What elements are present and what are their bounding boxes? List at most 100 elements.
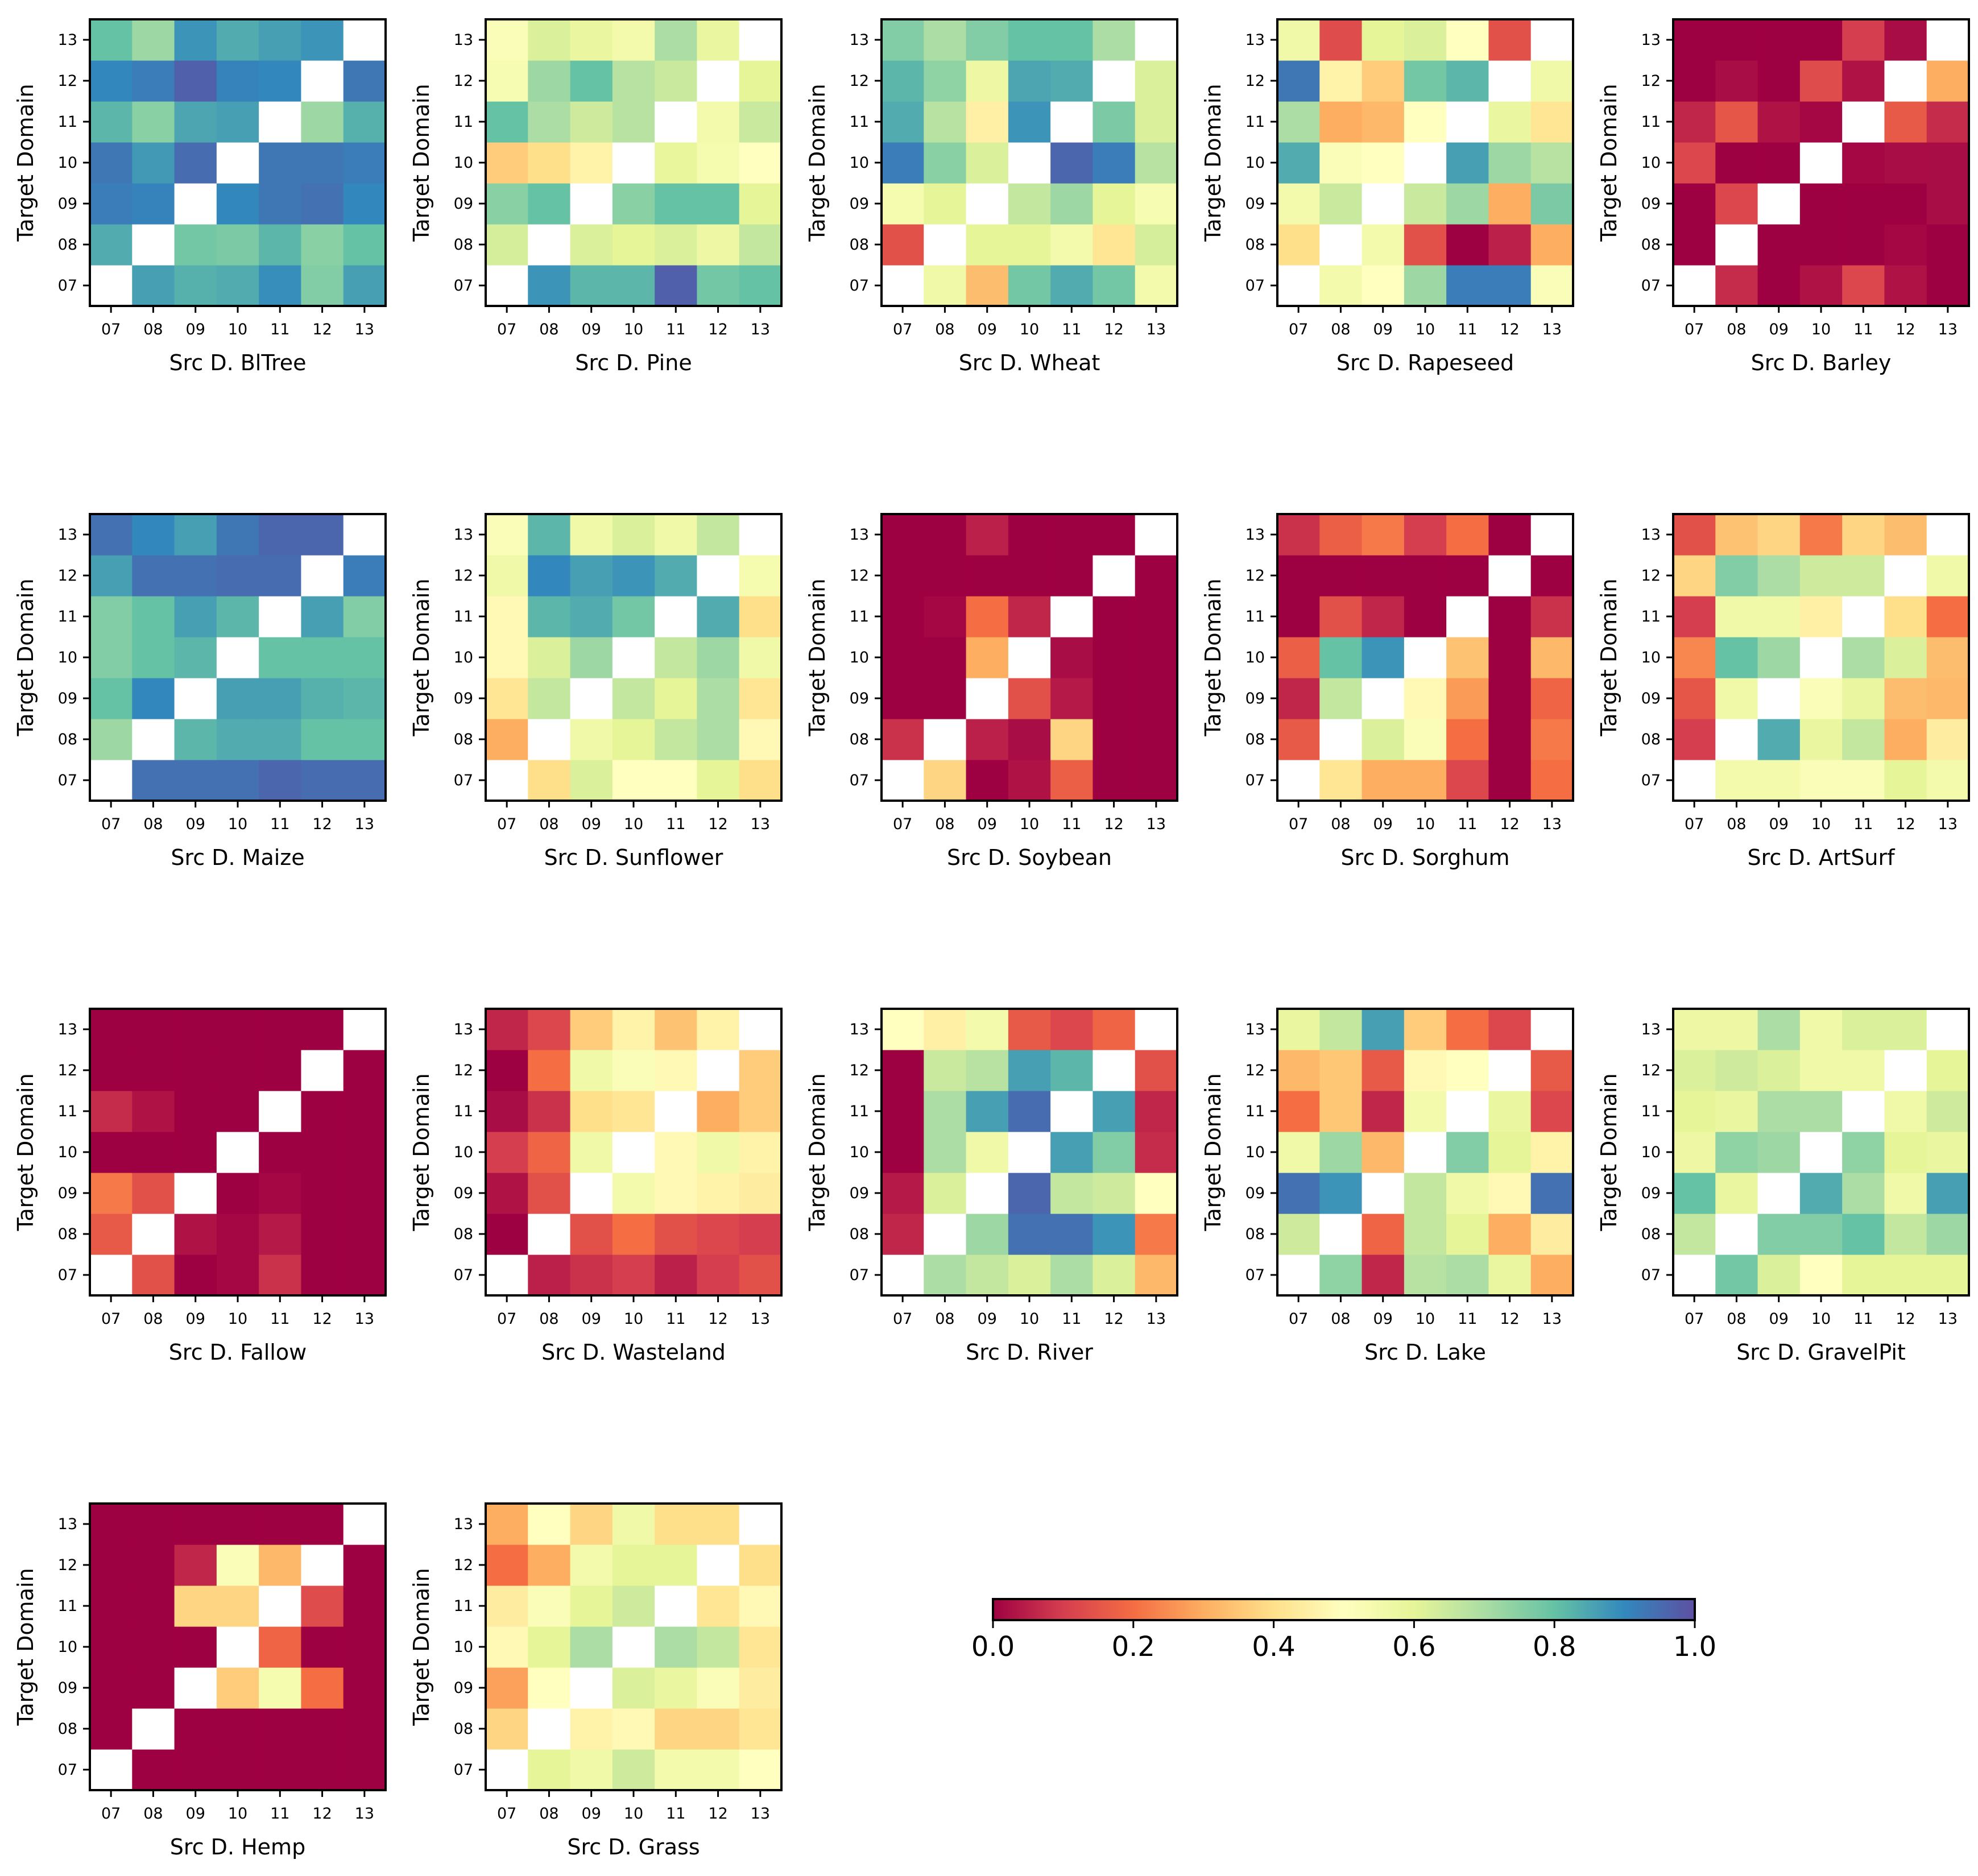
y-axis-label: Target Domain [805,578,830,736]
heatmap-cell [924,514,967,556]
y-tick-label: 08 [1245,236,1265,254]
heatmap-cell [1446,760,1489,801]
heatmap-cell [882,637,924,678]
y-tick-label: 10 [454,1638,473,1656]
heatmap-cell [1404,19,1447,61]
heatmap-cell [1050,60,1094,102]
heatmap-cell [90,1132,133,1173]
heatmap-panel: 07 08 09 10 11 12 13 07 08 09 10 11 12 13 Src D. Rapes… [1201,18,1574,375]
heatmap-cell [1530,60,1574,102]
heatmap-cell [1926,1214,1969,1255]
heatmap-cell [132,555,175,597]
heatmap-cell [570,19,613,61]
heatmap-cell [1926,1173,1969,1214]
heatmap-cell [612,1009,655,1050]
colorbar: 0.0 0.2 0.4 0.6 0.8 1.0 [971,1598,1716,1663]
heatmap-cell [132,596,175,637]
heatmap-cell [216,183,259,225]
heatmap-cell [612,183,655,225]
x-tick-label: 08 [1727,1310,1746,1328]
heatmap-cell [1008,265,1051,307]
x-tick-label: 08 [143,321,163,338]
heatmap-cell [570,719,613,760]
heatmap-cell [1093,514,1136,556]
heatmap-cell [697,1585,740,1627]
y-tick-label: 07 [58,772,77,789]
heatmap-cell [174,1667,217,1709]
heatmap-cell [259,637,302,678]
y-tick-label: 07 [58,1761,77,1779]
x-tick-label: 12 [708,321,727,338]
x-tick-label: 11 [666,321,685,338]
heatmap-cell [1404,637,1447,678]
heatmap-cell [132,101,175,143]
heatmap-cell [612,1749,655,1791]
heatmap-cell [697,265,740,307]
heatmap-cell [1884,1254,1927,1296]
y-tick-label: 09 [1641,690,1661,707]
heatmap-cell [301,637,344,678]
heatmap-cell [486,514,528,556]
heatmap-cell [259,1626,302,1668]
x-tick-label: 11 [666,1310,685,1328]
heatmap-cell [612,1050,655,1091]
heatmap-cell [1093,719,1136,760]
heatmap-cell [1135,1214,1178,1255]
y-axis-label: Target Domain [13,84,38,242]
x-tick-label: 10 [624,1805,643,1823]
heatmap-cell [1926,224,1969,266]
y-tick-label: 08 [58,1225,77,1243]
heatmap-cell [1884,1009,1927,1050]
heatmap-cell [301,1173,344,1214]
heatmap-cell [697,1544,740,1586]
y-tick-label: 12 [58,567,77,585]
heatmap-cell [174,265,217,307]
x-tick-label: 13 [1147,815,1166,833]
heatmap-cell [1488,1132,1532,1173]
heatmap-cell [486,265,528,307]
heatmap-cell [174,1050,217,1091]
heatmap-cell [1446,19,1489,61]
y-tick-label: 07 [454,1761,473,1779]
heatmap-cell [132,183,175,225]
x-tick-label: 08 [1331,1310,1350,1328]
heatmap-cell [570,1504,613,1545]
heatmap-cell [1842,1254,1885,1296]
heatmap-cell [1050,265,1094,307]
heatmap-cell [486,224,528,266]
heatmap-cell [1673,142,1716,184]
heatmap-cell [528,1544,571,1586]
heatmap-cell [486,1585,528,1627]
heatmap-cell [1926,101,1969,143]
heatmap-cell [1008,637,1051,678]
heatmap-cell [90,596,133,637]
heatmap-cell [924,19,967,61]
heatmap-cell [90,1091,133,1132]
x-tick-label: 07 [1685,815,1704,833]
heatmap-cell [90,637,133,678]
y-tick-label: 11 [850,608,869,626]
y-axis-label: Target Domain [13,1568,38,1726]
heatmap-panel: 07 08 09 10 11 12 13 07 08 09 10 11 12 13 Src D. Fallo… [13,1008,387,1365]
x-tick-label: 12 [312,1805,332,1823]
heatmap-cell [132,19,175,61]
heatmap-cell [1362,678,1405,719]
y-tick-label: 09 [1245,195,1265,213]
heatmap-cell [1050,1214,1094,1255]
heatmap-cell [655,1050,698,1091]
heatmap-cell [966,1132,1009,1173]
heatmap-cell [697,637,740,678]
heatmap-cell [1757,60,1801,102]
heatmap-cell [132,719,175,760]
heatmap-cell [1673,19,1716,61]
heatmap-cell [1404,101,1447,143]
x-tick-label: 08 [935,815,954,833]
x-tick-label: 08 [1727,815,1746,833]
x-tick-label: 12 [312,815,332,833]
heatmap-cell [739,1009,782,1050]
heatmap-cell [486,1091,528,1132]
heatmap-cell [1799,1050,1843,1091]
heatmap-cell [259,142,302,184]
heatmap-cell [1842,1132,1885,1173]
heatmap-cell [486,678,528,719]
